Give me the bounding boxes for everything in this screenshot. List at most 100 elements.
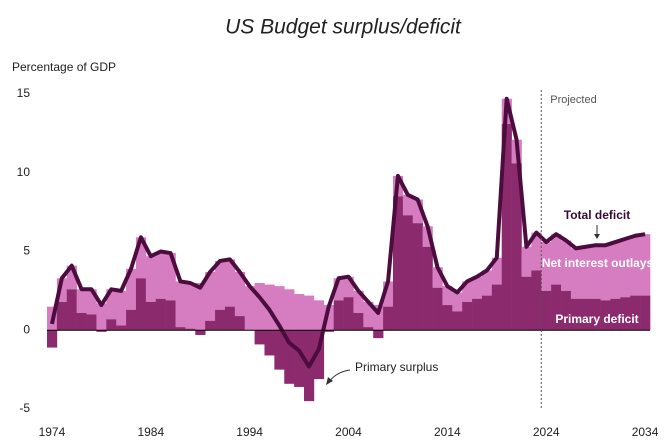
interest-bar: [96, 303, 107, 331]
interest-bar: [353, 290, 364, 313]
interest-bar: [531, 232, 542, 271]
legend-label: Primary deficit: [555, 312, 638, 326]
annotation-arrowhead: [326, 377, 333, 385]
interest-bar: [561, 240, 572, 291]
primary-bar: [175, 327, 186, 331]
interest-bar: [422, 226, 433, 247]
interest-bar: [452, 292, 463, 312]
interest-bar: [126, 268, 137, 310]
primary-bar: [145, 301, 157, 331]
y-tick-label: 15: [17, 86, 31, 100]
interest-bar: [333, 278, 344, 301]
interest-bar: [145, 256, 157, 302]
interest-bar: [551, 234, 562, 285]
legend-label: Net interest outlays: [541, 256, 654, 270]
primary-bar: [264, 330, 275, 356]
interest-bar: [234, 271, 246, 317]
interest-bar: [254, 283, 265, 331]
primary-bar: [274, 330, 285, 370]
interest-bar: [373, 305, 384, 331]
primary-bar: [462, 301, 473, 331]
interest-bar: [116, 290, 127, 326]
y-tick-label: 10: [17, 165, 31, 179]
primary-bar: [610, 298, 621, 331]
interest-bar: [86, 289, 97, 315]
primary-bar: [234, 316, 246, 331]
primary-bar: [135, 278, 147, 331]
y-tick-label: 5: [23, 244, 30, 258]
interest-bar: [580, 246, 591, 299]
primary-bar: [481, 295, 493, 331]
primary-bar: [215, 309, 226, 331]
interest-bar: [304, 295, 315, 331]
interest-bar: [106, 289, 117, 320]
interest-bar: [135, 237, 147, 279]
y-axis-label: Percentage of GDP: [12, 60, 116, 74]
primary-bar: [402, 215, 414, 331]
interest-bar: [590, 245, 601, 299]
legend-arrowhead: [594, 234, 600, 239]
primary-bar: [294, 330, 305, 387]
interest-bar: [610, 242, 621, 299]
x-tick-label: 2024: [533, 425, 560, 439]
primary-bar: [501, 123, 512, 331]
primary-bar: [551, 284, 562, 331]
primary-bar: [432, 287, 443, 331]
primary-bar: [491, 284, 503, 331]
interest-bar: [215, 260, 226, 310]
interest-bar: [294, 294, 305, 331]
primary-bar: [392, 196, 404, 331]
primary-bar: [76, 312, 87, 331]
primary-bar: [116, 325, 127, 331]
primary-bar: [313, 330, 325, 380]
primary-bar: [284, 330, 295, 384]
primary-bar: [412, 223, 423, 331]
interest-bar: [76, 289, 87, 313]
primary-bar: [254, 330, 265, 345]
interest-bar: [274, 286, 285, 331]
primary-bar: [323, 330, 334, 332]
interest-bar: [205, 271, 216, 321]
primary-bar: [47, 330, 58, 348]
interest-bar: [570, 248, 582, 299]
primary-bar: [620, 297, 631, 331]
primary-bar: [56, 301, 68, 331]
interest-bar: [244, 286, 255, 331]
interest-bar: [155, 251, 166, 299]
interest-bar: [363, 301, 374, 328]
interest-bar: [402, 194, 414, 216]
interest-bar: [481, 270, 493, 296]
annotation: Primary surplus: [355, 360, 438, 374]
interest-bar: [323, 305, 334, 331]
primary-bar: [640, 295, 651, 331]
primary-bar: [343, 297, 354, 331]
primary-bar: [106, 319, 117, 331]
primary-bar: [472, 298, 483, 331]
annotation-arrow: [328, 369, 351, 383]
x-tick-label: 2004: [335, 425, 362, 439]
interest-bar: [165, 253, 176, 301]
primary-bar: [86, 314, 97, 331]
primary-bar: [561, 290, 572, 331]
primary-bar: [452, 311, 463, 331]
interest-bar: [284, 289, 295, 331]
legend-label: Total deficit: [564, 208, 630, 222]
primary-bar: [590, 298, 601, 331]
interest-bar: [620, 238, 631, 298]
primary-bar: [185, 328, 196, 331]
primary-bar: [96, 330, 107, 332]
interest-bar: [541, 242, 552, 291]
primary-bar: [373, 330, 384, 339]
interest-bar: [462, 281, 473, 302]
interest-bar: [343, 276, 354, 298]
interest-bar: [383, 281, 394, 307]
x-tick-label: 1974: [39, 425, 66, 439]
primary-bar: [600, 300, 611, 331]
primary-bar: [205, 320, 216, 331]
interest-bar: [195, 283, 206, 331]
interest-bar: [600, 245, 611, 301]
interest-bar: [640, 234, 651, 296]
interest-bar: [412, 199, 423, 224]
interest-bar: [313, 300, 325, 331]
